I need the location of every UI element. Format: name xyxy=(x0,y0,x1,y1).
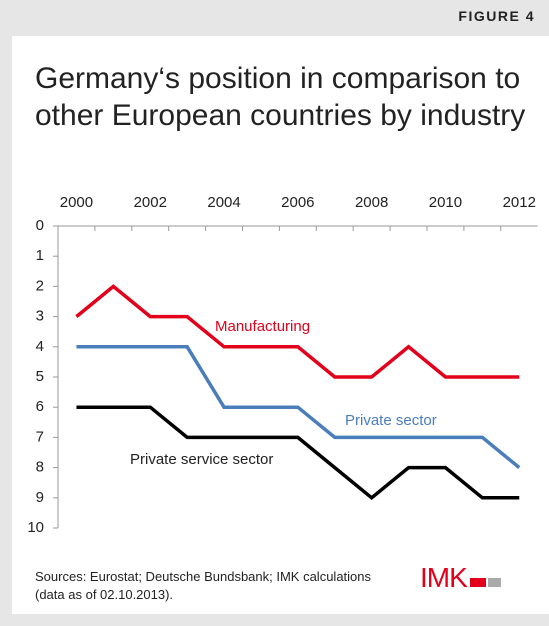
logo-text: IMK xyxy=(420,562,468,593)
logo-bar xyxy=(487,578,501,587)
y-tick-label: 4 xyxy=(36,338,44,355)
series-label: Private service sector xyxy=(130,451,273,468)
series-line xyxy=(76,345,521,469)
x-tick-label: 2000 xyxy=(60,194,93,211)
y-tick-label: 10 xyxy=(27,519,44,536)
figure-label: FIGURE 4 xyxy=(458,8,535,24)
y-tick-label: 0 xyxy=(36,217,44,234)
source-note: Sources: Eurostat; Deutsche Bundsbank; I… xyxy=(35,569,372,602)
y-tick-label: 8 xyxy=(36,459,44,476)
x-tick-label: 2006 xyxy=(281,194,314,211)
y-tick-label: 3 xyxy=(36,308,44,325)
x-tick-label: 2010 xyxy=(429,194,462,211)
series-line xyxy=(76,405,520,501)
y-tick-label: 9 xyxy=(36,489,44,506)
logo: IMK xyxy=(420,562,501,594)
x-tick-label: 2008 xyxy=(355,194,388,211)
series-label: Private sector xyxy=(345,412,437,429)
series-label: Manufacturing xyxy=(215,318,310,335)
y-tick-label: 1 xyxy=(36,247,44,264)
x-tick-label: 2004 xyxy=(207,194,240,211)
y-tick-label: 5 xyxy=(36,368,44,385)
x-tick-label: 2012 xyxy=(503,194,536,211)
y-tick-label: 7 xyxy=(36,428,44,445)
x-tick-label: 2002 xyxy=(134,194,167,211)
series-line xyxy=(75,284,520,379)
chart: 0 1 2 3 4 5 6 7 8 9 10 2000 2002 2004 2006 2008 2010 2012… xyxy=(27,194,538,536)
panel xyxy=(12,36,549,614)
chart-title: Germany‘s position in comparison to othe… xyxy=(35,62,526,132)
logo-bar xyxy=(469,578,486,587)
y-tick-label: 6 xyxy=(36,398,44,415)
y-tick-label: 2 xyxy=(36,277,44,294)
